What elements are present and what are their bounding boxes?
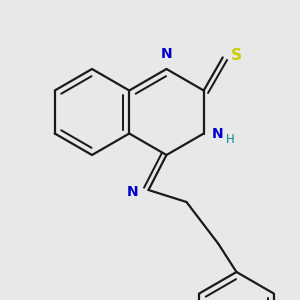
Text: S: S (231, 48, 242, 63)
Text: N: N (127, 185, 139, 199)
Text: H: H (226, 133, 235, 146)
Text: N: N (212, 127, 223, 140)
Text: N: N (161, 47, 172, 61)
